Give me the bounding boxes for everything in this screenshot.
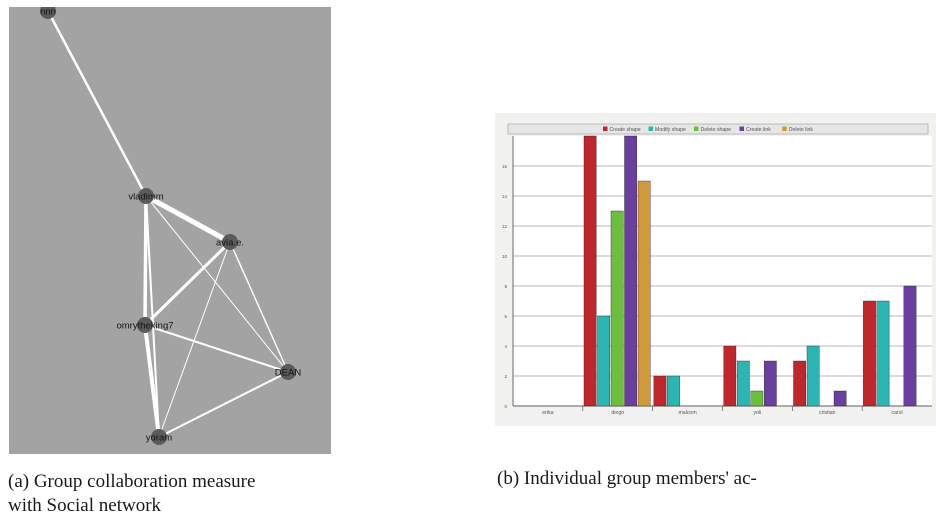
- network-edge: [143, 193, 233, 245]
- network-edge: [143, 323, 161, 439]
- y-tick-label: 6: [504, 314, 507, 319]
- caption-a-line1: (a) Group collaboration measure: [8, 471, 256, 492]
- category-label: diego: [611, 410, 624, 416]
- y-tick-label: 12: [502, 224, 508, 229]
- network-canvas: nnn vladimm avia.e. omrytheking7 DEAN yoram: [40, 7, 301, 445]
- caption-b: (b) Individual group members' ac-: [497, 468, 757, 489]
- legend-label: Create shape: [610, 127, 641, 133]
- network-node-label: vladimm: [128, 192, 163, 203]
- bar: [723, 345, 737, 407]
- category-label: erika: [542, 410, 553, 416]
- bar: [806, 345, 820, 407]
- legend: Create shape Modify shape Delete shape Crea…: [507, 123, 929, 135]
- network-node: [138, 188, 154, 204]
- bar-chart-canvas: 0 2 4 6 8 10 12 14 16 erika diego malcom yoli cristia…: [502, 123, 932, 416]
- legend-swatch: [739, 126, 744, 131]
- bar: [597, 315, 611, 407]
- network-edge: [46, 9, 148, 198]
- legend-swatch: [782, 126, 787, 131]
- nodes: nnn vladimm avia.e. omrytheking7 DEAN yoram: [40, 7, 301, 445]
- bar: [833, 390, 847, 407]
- y-tick-label: 14: [502, 194, 508, 199]
- bar: [876, 300, 890, 407]
- bar: [637, 180, 651, 407]
- category-label: carol: [891, 410, 902, 416]
- bar: [763, 360, 777, 407]
- network-edge: [229, 241, 289, 373]
- network-edge: [143, 240, 232, 327]
- plot-area: [513, 136, 932, 406]
- category-label: cristian: [819, 410, 836, 416]
- network-edge: [158, 371, 289, 438]
- legend-label: Delete shape: [701, 127, 732, 133]
- bar: [750, 390, 764, 407]
- network-edge: [158, 241, 231, 438]
- bar: [736, 360, 750, 407]
- caption-a-line2: with Social network: [8, 495, 162, 516]
- y-tick-label: 0: [504, 404, 507, 409]
- bar: [624, 135, 638, 407]
- network-edge: [143, 194, 148, 327]
- legend-label: Create link: [746, 127, 771, 133]
- legend-label: Delete link: [789, 127, 814, 133]
- legend-swatch: [603, 126, 608, 131]
- legend-label: Modify shape: [655, 127, 686, 133]
- network-node-label: DEAN: [275, 368, 302, 379]
- legend-box: [507, 123, 929, 135]
- member-activity-chart: 0 2 4 6 8 10 12 14 16 erika diego malcom yoli cristia…: [495, 113, 936, 426]
- network-edge: [145, 195, 289, 373]
- y-tick-label: 8: [504, 284, 507, 289]
- bar: [863, 300, 876, 407]
- bar: [610, 210, 624, 407]
- bar: [793, 360, 807, 407]
- network-node-label: omrytheking7: [116, 321, 173, 332]
- y-tick-label: 16: [502, 164, 508, 169]
- category-label: malcom: [678, 410, 696, 416]
- network-node-label: nnn: [40, 7, 56, 18]
- network-node: [137, 317, 153, 333]
- network-node: [222, 234, 238, 250]
- social-network-graph: nnn vladimm avia.e. omrytheking7 DEAN yoram: [9, 7, 331, 454]
- network-node: [151, 429, 167, 445]
- category-label: yoli: [754, 410, 762, 416]
- legend-swatch: [648, 126, 653, 131]
- caption-a: (a) Group collaboration measure with Soc…: [8, 470, 255, 518]
- bar: [667, 375, 680, 407]
- network-edge: [144, 324, 289, 373]
- bar: [903, 285, 917, 407]
- network-node-label: avia.e.: [216, 238, 244, 249]
- bar: [653, 375, 667, 407]
- network-node: [280, 364, 296, 380]
- bar: [583, 135, 597, 407]
- network-node: [40, 7, 56, 19]
- legend-swatch: [694, 126, 699, 131]
- network-node-label: yoram: [146, 433, 172, 444]
- edges: [46, 9, 289, 439]
- y-tick-label: 10: [502, 254, 508, 259]
- y-tick-label: 4: [504, 344, 507, 349]
- y-tick-label: 2: [504, 374, 507, 379]
